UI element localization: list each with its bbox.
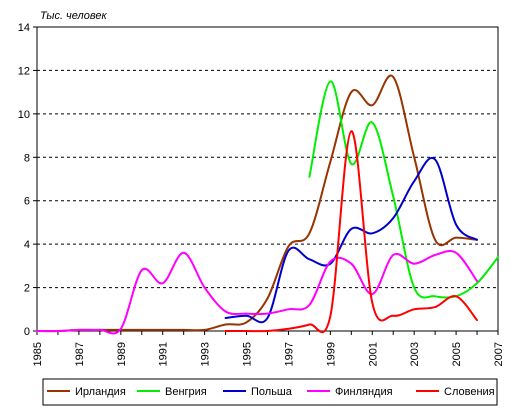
x-tick-label: 1999 bbox=[325, 342, 337, 366]
x-tick-label: 1989 bbox=[116, 342, 128, 366]
x-axis-ticks: 1985 1987 1989 1991 1993 1995 1997 1999 2001 2003… bbox=[32, 331, 505, 366]
y-tick-label: 4 bbox=[24, 239, 30, 251]
y-tick-label: 6 bbox=[24, 196, 30, 208]
legend-label: Венгрия bbox=[165, 386, 207, 398]
legend-label: Польша bbox=[251, 386, 293, 398]
legend-label: Ирландия bbox=[75, 386, 126, 398]
x-tick-label: 2003 bbox=[409, 342, 421, 366]
y-tick-label: 8 bbox=[24, 152, 30, 164]
x-tick-label: 1997 bbox=[283, 342, 295, 366]
series-line bbox=[36, 250, 478, 335]
series-line bbox=[224, 156, 478, 324]
y-tick-label: 14 bbox=[18, 22, 30, 34]
y-tick-label: 10 bbox=[18, 109, 30, 121]
y-tick-label: 2 bbox=[24, 283, 30, 295]
x-tick-label: 1995 bbox=[242, 342, 254, 366]
y-unit-label: Тыс. человек bbox=[40, 10, 107, 22]
y-tick-label: 0 bbox=[24, 326, 30, 338]
x-tick-label: 2007 bbox=[493, 342, 505, 366]
legend-label: Словения bbox=[444, 386, 495, 398]
legend-label: Финляндия bbox=[335, 386, 393, 398]
y-tick-label: 12 bbox=[18, 65, 30, 77]
series-line bbox=[308, 80, 499, 299]
gridlines bbox=[37, 26, 498, 289]
legend: Ирландия Венгрия Польша Финляндия Словения bbox=[42, 378, 498, 406]
y-axis-ticks: 0 2 4 6 8 10 12 14 bbox=[18, 22, 37, 338]
series-line bbox=[224, 130, 478, 333]
x-tick-label: 2001 bbox=[367, 342, 379, 366]
x-tick-label: 1993 bbox=[200, 342, 212, 366]
x-tick-label: 1987 bbox=[74, 342, 86, 366]
x-tick-label: 1991 bbox=[158, 342, 170, 366]
series-lines bbox=[36, 74, 499, 335]
x-tick-label: 1985 bbox=[32, 342, 44, 366]
series-line bbox=[36, 74, 478, 333]
x-tick-label: 2005 bbox=[451, 342, 463, 366]
